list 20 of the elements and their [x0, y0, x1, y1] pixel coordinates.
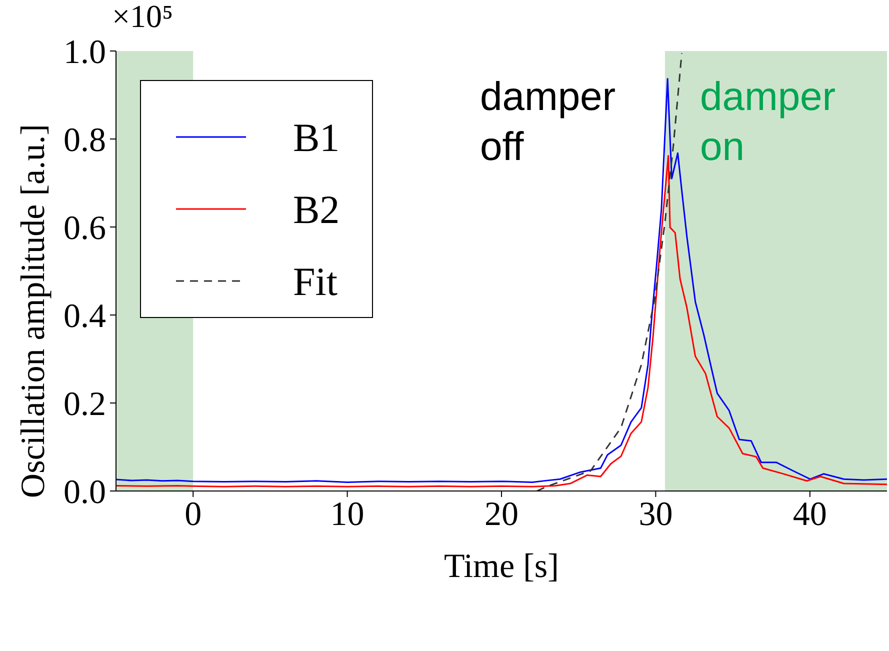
annotation: damper off	[480, 74, 616, 171]
y-tick-label: 0.0	[64, 474, 106, 512]
y-tick-label: 1.0	[64, 34, 106, 72]
y-tick-label: 0.8	[64, 122, 106, 160]
legend-label: B1	[293, 114, 340, 160]
legend-label: Fit	[293, 258, 338, 304]
x-tick-label: 10	[330, 496, 364, 534]
x-tick-label: 40	[792, 496, 827, 534]
x-tick-label: 30	[638, 496, 673, 534]
x-axis-title: Time [s]	[444, 548, 559, 585]
y-tick-label: 0.4	[64, 298, 106, 336]
legend-label: B2	[293, 186, 340, 232]
y-tick-label: 0.2	[64, 386, 106, 424]
annotation: damper on	[700, 74, 836, 171]
text: ×10⁵	[112, 0, 174, 35]
y-tick-label: 0.6	[64, 210, 106, 248]
y-axis-title: Oscillation amplitude [a.u.]	[15, 124, 52, 498]
x-tick-label: 20	[484, 496, 518, 534]
x-tick-label: 0	[184, 496, 202, 534]
line-series	[116, 78, 887, 483]
